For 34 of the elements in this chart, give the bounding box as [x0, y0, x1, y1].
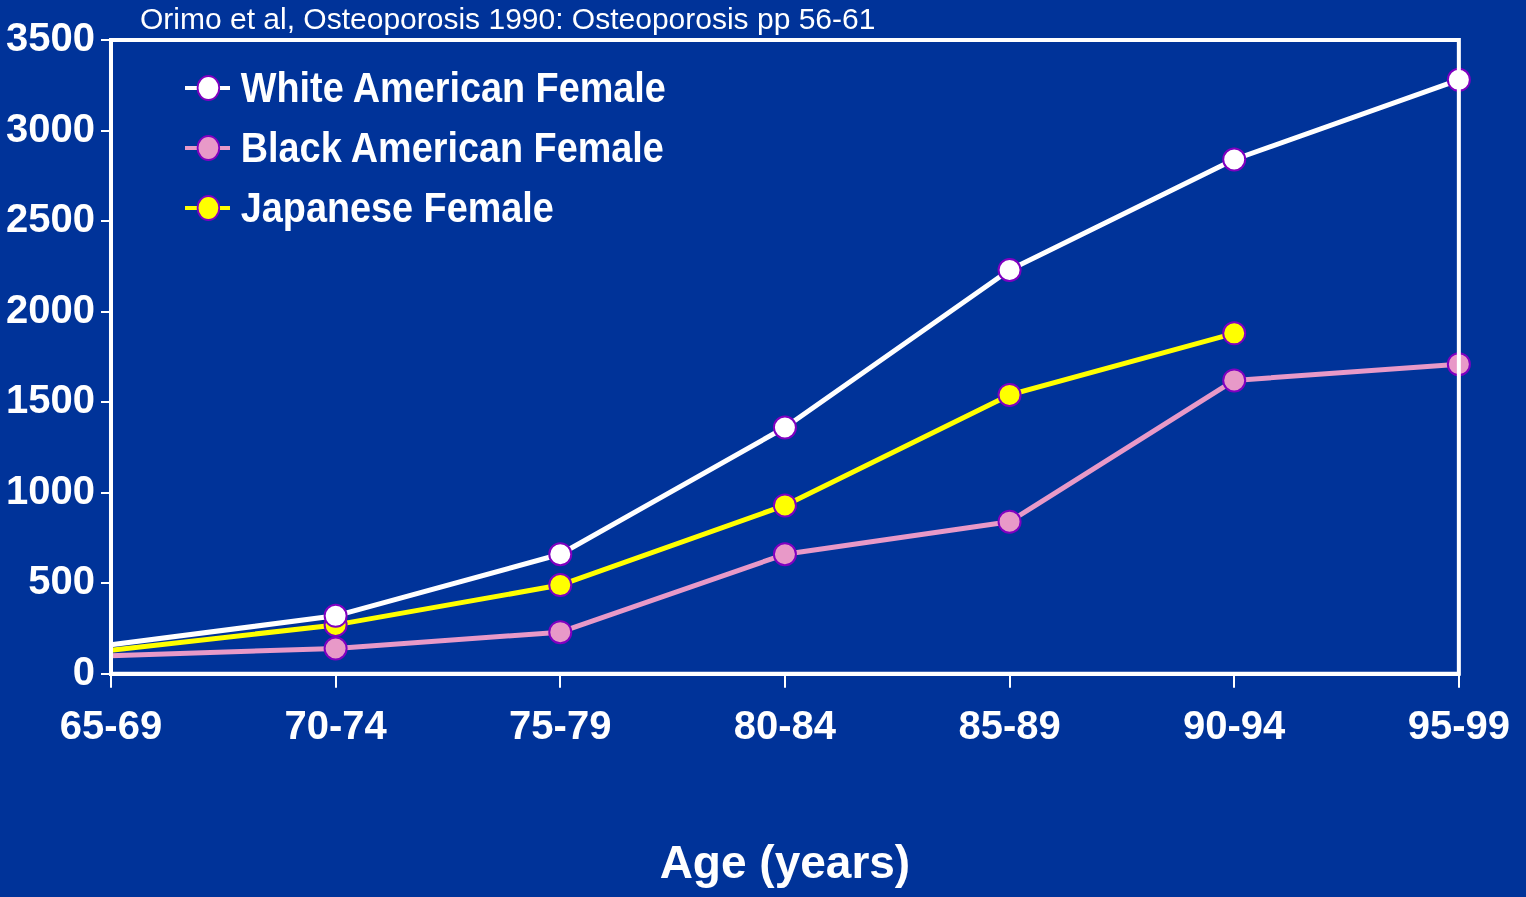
x-tick-label: 65-69 — [59, 702, 163, 747]
y-tick-label: 0 — [72, 648, 95, 693]
point — [1222, 147, 1247, 172]
x-tick-label: 95-99 — [1407, 702, 1510, 747]
x-tick-label: 90-94 — [1183, 702, 1287, 747]
point — [323, 636, 348, 661]
y-tick-label: 3000 — [6, 105, 95, 150]
text: Orimo et al, Osteoporosis 1990: Osteoporosis pp 56-61 — [140, 2, 876, 36]
point — [772, 542, 797, 567]
legend-label: Japanese Female — [240, 184, 554, 232]
x-tick-label: 75-79 — [509, 702, 612, 747]
y-tick-label: 1500 — [6, 377, 95, 422]
y-tick-label: 3500 — [6, 15, 95, 60]
y-tick-label: 500 — [28, 558, 95, 603]
point — [548, 573, 573, 598]
y-tick-label: 2000 — [6, 286, 95, 331]
point — [772, 415, 797, 440]
point — [997, 382, 1022, 407]
y-tick-label: 2500 — [6, 196, 95, 241]
legend-label: Black American Female — [240, 124, 664, 172]
point — [323, 603, 348, 628]
x-tick-label: 80-84 — [733, 702, 837, 747]
y-tick-label: 1000 — [6, 467, 95, 512]
x-axis-title: Age (years) — [659, 836, 911, 889]
x-tick-label: 85-89 — [958, 702, 1061, 747]
point — [548, 620, 573, 645]
point — [997, 509, 1022, 534]
point — [548, 542, 573, 567]
point — [772, 493, 797, 518]
legend-label: White American Female — [240, 64, 666, 112]
x-tick-label: 70-74 — [284, 702, 388, 747]
point — [997, 257, 1022, 282]
point — [1222, 368, 1247, 393]
point — [1222, 321, 1247, 346]
